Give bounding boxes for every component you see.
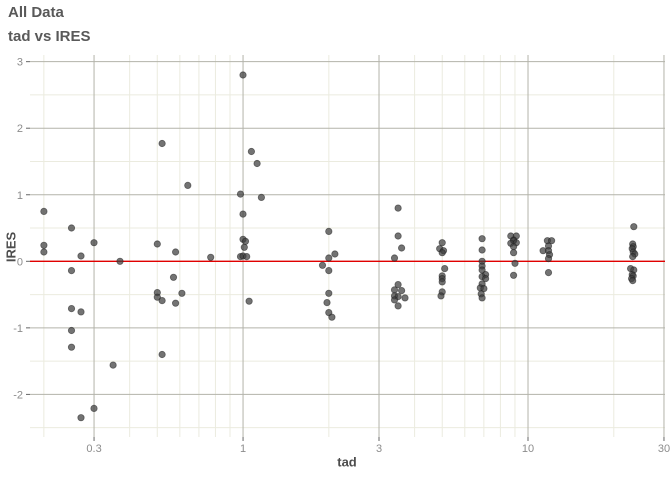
data-point <box>325 227 333 235</box>
y-tick-label: 2 <box>17 123 23 135</box>
data-point <box>331 250 339 258</box>
data-point <box>67 326 76 335</box>
y-axis-label: IRES <box>3 231 19 263</box>
data-point <box>397 244 406 252</box>
data-point <box>544 255 553 263</box>
data-point <box>509 271 518 279</box>
x-axis-label: tad <box>337 454 357 470</box>
data-point <box>547 237 556 245</box>
data-point <box>390 254 399 262</box>
data-point <box>437 292 445 300</box>
data-point <box>401 294 409 302</box>
x-tick-label: 1 <box>240 443 246 455</box>
data-point <box>153 293 161 301</box>
data-point <box>243 253 251 261</box>
data-point <box>239 71 247 79</box>
chart-title: All Data <box>8 4 64 21</box>
data-point <box>207 253 215 261</box>
data-point <box>153 240 161 248</box>
data-point <box>630 223 638 231</box>
data-point <box>241 237 250 245</box>
y-tick-label: -2 <box>13 389 23 401</box>
data-point <box>325 254 333 262</box>
data-point <box>441 264 449 273</box>
data-point <box>158 139 166 148</box>
data-point <box>77 252 85 260</box>
data-point <box>478 246 486 254</box>
data-point <box>325 266 333 275</box>
y-tick-label: 1 <box>17 190 23 202</box>
data-point <box>394 232 402 240</box>
data-point <box>158 296 166 305</box>
x-tick-label: 10 <box>522 443 534 455</box>
data-point <box>172 299 180 307</box>
data-point <box>67 343 76 351</box>
data-point <box>158 350 166 359</box>
data-point <box>438 278 446 286</box>
data-point <box>394 280 402 289</box>
x-tick-label: 0.3 <box>86 443 101 455</box>
data-point <box>511 259 519 267</box>
data-point <box>247 147 255 156</box>
chart-subtitle: tad vs IRES <box>8 28 91 45</box>
data-point <box>77 414 85 422</box>
data-point <box>253 159 261 168</box>
data-point <box>184 181 192 189</box>
data-point <box>67 266 76 275</box>
data-point <box>323 298 331 307</box>
data-point <box>169 273 178 281</box>
data-point <box>478 235 486 243</box>
data-point <box>40 207 48 215</box>
data-point <box>544 268 553 277</box>
data-point <box>438 249 446 257</box>
y-tick-label: 3 <box>17 57 23 69</box>
data-point <box>394 302 402 310</box>
data-point <box>509 243 518 251</box>
data-point <box>67 304 76 313</box>
data-point <box>629 253 637 261</box>
data-point <box>478 294 486 302</box>
y-tick-label: 0 <box>17 256 23 268</box>
data-point <box>325 289 333 297</box>
title-block: All Data tad vs IRES <box>8 5 91 44</box>
data-point <box>172 248 180 256</box>
data-point <box>394 204 402 212</box>
data-point <box>77 308 85 316</box>
data-point <box>90 404 98 412</box>
data-point <box>116 257 124 265</box>
data-point <box>240 243 248 251</box>
data-point <box>178 289 186 297</box>
data-point <box>40 248 48 256</box>
data-point <box>318 261 327 269</box>
data-point <box>390 286 399 294</box>
data-point <box>438 239 446 247</box>
data-point <box>629 276 637 285</box>
data-point <box>236 190 245 198</box>
y-tick-label: -1 <box>13 323 23 335</box>
data-point <box>90 239 98 247</box>
data-point <box>328 313 336 321</box>
data-point <box>245 297 253 305</box>
x-tick-label: 3 <box>376 443 382 455</box>
data-point <box>397 286 406 295</box>
data-point <box>509 249 518 257</box>
data-point <box>239 210 247 218</box>
data-point <box>40 241 48 249</box>
data-point <box>481 274 490 283</box>
data-point <box>390 296 399 304</box>
data-point <box>109 361 117 369</box>
data-point <box>67 224 76 232</box>
x-tick-label: 30 <box>658 443 670 455</box>
data-point <box>257 193 265 201</box>
